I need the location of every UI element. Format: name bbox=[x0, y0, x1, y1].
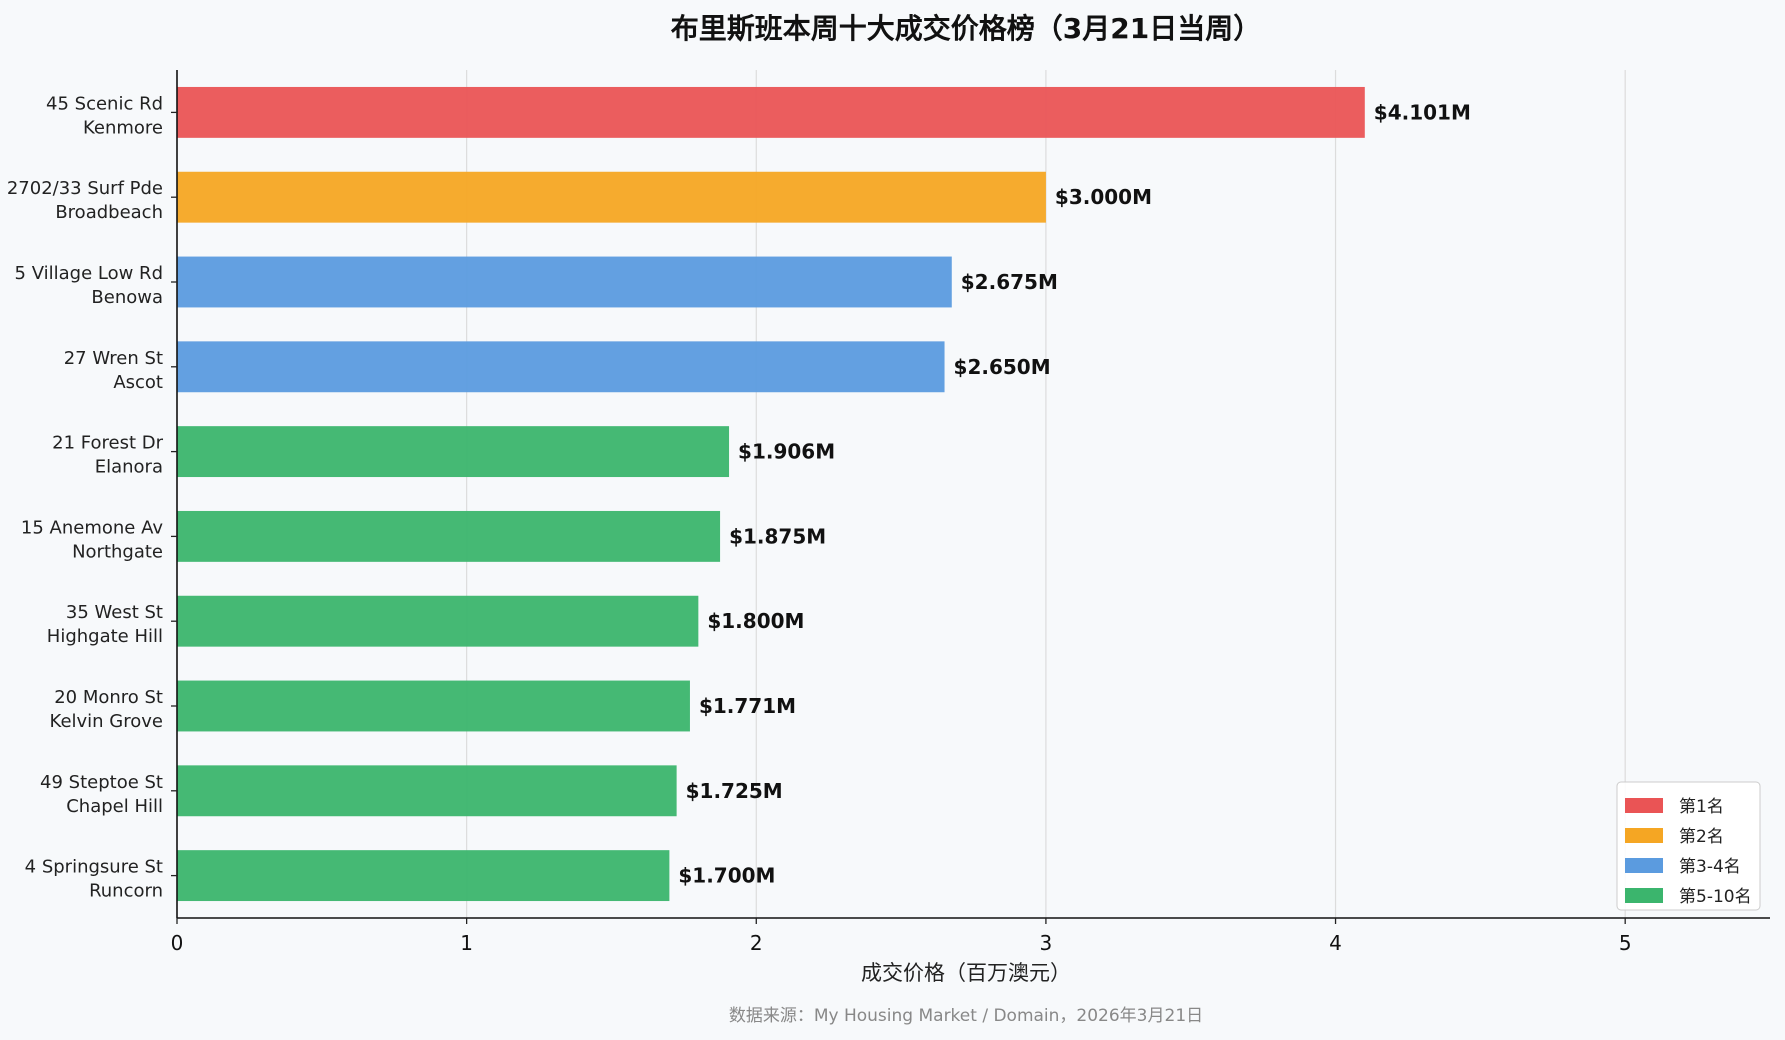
legend-label: 第2名 bbox=[1679, 827, 1724, 847]
category-label-line2: Ascot bbox=[113, 372, 163, 393]
bar bbox=[177, 256, 952, 308]
category-label-line2: Kelvin Grove bbox=[50, 711, 163, 732]
bar bbox=[177, 680, 690, 732]
x-axis-title: 成交价格（百万澳元） bbox=[861, 961, 1071, 985]
legend-label: 第1名 bbox=[1679, 797, 1724, 817]
x-tick-label: 5 bbox=[1619, 931, 1632, 955]
legend-swatch bbox=[1625, 888, 1663, 903]
value-label: $1.906M bbox=[738, 440, 835, 464]
legend-swatch bbox=[1625, 828, 1663, 843]
category-label-line1: 5 Village Low Rd bbox=[15, 263, 163, 284]
x-tick-label: 4 bbox=[1329, 931, 1342, 955]
value-label: $4.101M bbox=[1374, 100, 1471, 124]
category-label-line2: Kenmore bbox=[83, 117, 163, 138]
source-note: 数据来源：My Housing Market / Domain，2026年3月2… bbox=[729, 1006, 1203, 1026]
category-labels: 45 Scenic Rd Kenmore 2702/33 Surf Pde Broad… bbox=[7, 93, 177, 902]
x-tick-label: 2 bbox=[750, 931, 763, 955]
legend-swatch bbox=[1625, 858, 1663, 873]
bar bbox=[177, 595, 699, 647]
value-label: $2.650M bbox=[954, 355, 1051, 379]
x-tick-label: 3 bbox=[1040, 931, 1053, 955]
x-tick-label: 0 bbox=[171, 931, 184, 955]
category-label-line2: Benowa bbox=[91, 287, 163, 308]
value-label: $1.700M bbox=[678, 864, 775, 888]
category-label-line1: 4 Springsure St bbox=[25, 857, 163, 878]
x-tick-label: 1 bbox=[460, 931, 473, 955]
category-label-line2: Runcorn bbox=[89, 881, 163, 902]
x-ticks: 0 1 2 3 4 5 bbox=[171, 918, 1632, 955]
category-label-line2: Highgate Hill bbox=[47, 626, 163, 647]
value-label: $1.771M bbox=[699, 694, 796, 718]
bars-group: $4.101M $3.000M $2.675M $2.650M $1.906M $1.87… bbox=[177, 86, 1471, 902]
category-label-line2: Chapel Hill bbox=[66, 796, 163, 817]
value-label: $2.675M bbox=[961, 270, 1058, 294]
bar bbox=[177, 850, 670, 902]
category-label-line2: Northgate bbox=[72, 541, 163, 562]
legend-swatch bbox=[1625, 798, 1663, 813]
category-label-line1: 27 Wren St bbox=[64, 348, 163, 369]
chart-title: 布里斯班本周十大成交价格榜（3月21日当周） bbox=[671, 12, 1261, 45]
category-label-line1: 2702/33 Surf Pde bbox=[7, 178, 163, 199]
bar bbox=[177, 341, 945, 393]
axes bbox=[176, 70, 1770, 919]
category-label-line1: 35 West St bbox=[66, 602, 163, 623]
bar bbox=[177, 765, 677, 817]
bar bbox=[177, 426, 730, 478]
bar bbox=[177, 86, 1365, 138]
category-label-line2: Elanora bbox=[95, 457, 163, 478]
category-label-line1: 20 Monro St bbox=[54, 687, 163, 708]
value-label: $1.725M bbox=[686, 779, 783, 803]
bar bbox=[177, 171, 1046, 223]
value-label: $1.800M bbox=[707, 609, 804, 633]
legend-label: 第5-10名 bbox=[1679, 887, 1752, 907]
category-label-line1: 49 Steptoe St bbox=[40, 772, 163, 793]
value-label: $1.875M bbox=[729, 524, 826, 548]
value-label: $3.000M bbox=[1055, 185, 1152, 209]
category-label-line1: 45 Scenic Rd bbox=[46, 93, 163, 114]
category-label-line1: 21 Forest Dr bbox=[52, 433, 163, 454]
category-label-line1: 15 Anemone Av bbox=[21, 517, 163, 538]
legend-label: 第3-4名 bbox=[1679, 857, 1741, 877]
bar bbox=[177, 510, 721, 562]
category-label-line2: Broadbeach bbox=[55, 202, 163, 223]
legend-box bbox=[1616, 781, 1761, 911]
